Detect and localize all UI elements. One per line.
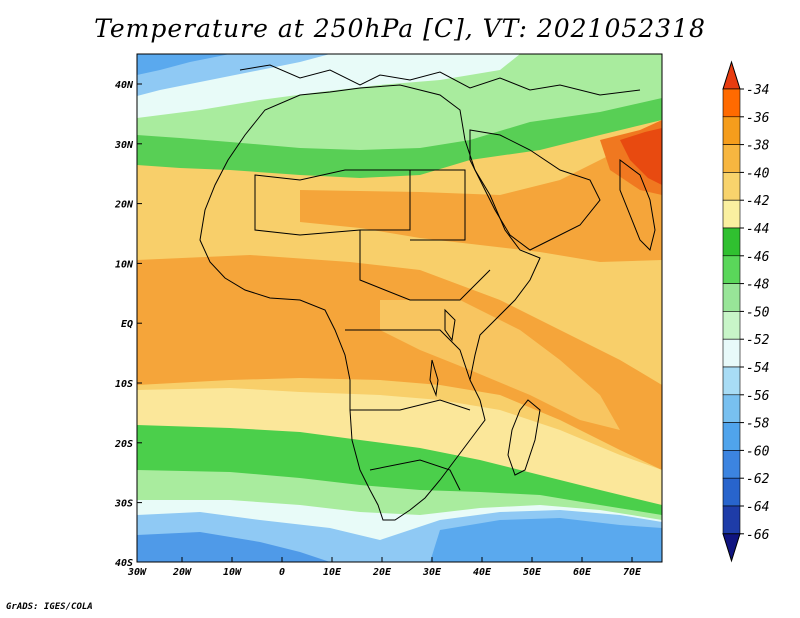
latitude-axis: 40N 30N 20N 10N EQ 10S 20S 30S 40S — [114, 80, 142, 569]
border-central — [359, 230, 491, 301]
lon-label: 10W — [223, 567, 242, 578]
colorbar-label: -36 — [746, 111, 770, 126]
colorbar-label: -64 — [746, 500, 769, 515]
colorbar-label: -62 — [746, 472, 770, 487]
border-egypt-sudan — [410, 169, 466, 241]
europe-coast — [239, 64, 641, 96]
band-hottest — [620, 128, 662, 185]
map-frame — [136, 53, 663, 563]
lat-label: 30S — [114, 499, 133, 510]
lon-label: 30E — [422, 567, 442, 578]
colorbar-segment — [722, 227, 741, 257]
lon-label: 10E — [323, 567, 342, 578]
colorbar-segment — [722, 116, 741, 145]
lat-label: 10N — [115, 259, 134, 270]
band-north-deep-blue — [137, 54, 230, 75]
colorbar-segment — [722, 88, 741, 118]
colorbar-label: -50 — [746, 305, 770, 320]
india-coast — [619, 159, 656, 251]
lon-label: 0 — [279, 567, 285, 578]
longitude-axis: 30W 20W 10W 0 10E 20E 30E 40E 50E 60E 70E — [127, 557, 642, 578]
band-south-east-blue — [430, 518, 662, 562]
border-congo — [345, 329, 471, 381]
lat-label: 30N — [114, 140, 134, 151]
border-south-central — [350, 399, 471, 411]
lon-label: 40E — [473, 567, 492, 578]
colorbar-segment — [722, 366, 741, 396]
colorbar-label: -34 — [746, 83, 769, 98]
lon-label: 20E — [372, 567, 392, 578]
colorbar-segment — [722, 422, 741, 451]
colorbar-segment — [722, 505, 741, 535]
colorbar-segment — [722, 199, 741, 229]
colorbar-segment — [722, 477, 741, 507]
lake-victoria — [444, 308, 456, 342]
colorbar-segment — [722, 394, 741, 423]
colorbar-bottom-arrow — [722, 533, 741, 563]
lon-label: 60E — [573, 567, 592, 578]
border-south — [369, 459, 461, 491]
colorbar-label: -42 — [746, 194, 770, 209]
arabia-coast — [469, 129, 601, 251]
colorbar-segment — [722, 338, 741, 368]
lat-label: 20S — [114, 439, 133, 450]
coastlines — [199, 64, 656, 521]
colorbar: -34 -36 -38 -40 -42 -44 -46 -48 -50 -52 -54 -56 -58 -… — [722, 60, 770, 563]
map-title: Temperature at 250hPa [C], VT: 202105231… — [94, 14, 706, 43]
colorbar-segment — [722, 144, 741, 173]
lon-label: 50E — [523, 567, 542, 578]
lat-label: EQ — [121, 319, 133, 330]
lat-label: 10S — [115, 379, 133, 390]
colorbar-label: -52 — [746, 333, 770, 348]
lon-label: 20W — [172, 567, 192, 578]
colorbar-label: -38 — [746, 139, 770, 154]
lat-label: 40S — [115, 558, 133, 569]
lon-label: 30W — [127, 567, 147, 578]
lake-tanganyika — [429, 359, 439, 397]
lat-label: 40N — [115, 80, 134, 91]
colorbar-segment — [722, 283, 741, 312]
colorbar-label: -46 — [746, 250, 770, 265]
band-south-deep-blue — [137, 532, 330, 562]
colorbar-label: -40 — [746, 166, 770, 181]
lon-label: 70E — [623, 567, 642, 578]
colorbar-segment — [722, 172, 741, 201]
band-north-blue — [137, 54, 330, 96]
colorbar-segment — [722, 255, 741, 284]
colorbar-segment — [722, 450, 741, 479]
band-mid-equator — [380, 300, 620, 430]
colorbar-label: -58 — [746, 417, 770, 432]
colorbar-label: -56 — [746, 389, 770, 404]
colorbar-top-arrow — [722, 60, 741, 90]
border-sahara — [254, 169, 411, 236]
grads-credit: GrADS: IGES/COLA — [6, 602, 93, 612]
contour-field — [137, 54, 662, 562]
lat-label: 20N — [114, 200, 134, 211]
colorbar-label: -60 — [746, 444, 770, 459]
colorbar-segment — [722, 311, 741, 340]
madagascar-coast — [507, 399, 541, 476]
colorbar-label: -66 — [746, 528, 770, 543]
band-warm-equator — [137, 255, 662, 470]
colorbar-label: -54 — [746, 361, 769, 376]
colorbar-label: -48 — [746, 278, 770, 293]
africa-coast — [199, 84, 541, 521]
colorbar-label: -44 — [746, 222, 769, 237]
